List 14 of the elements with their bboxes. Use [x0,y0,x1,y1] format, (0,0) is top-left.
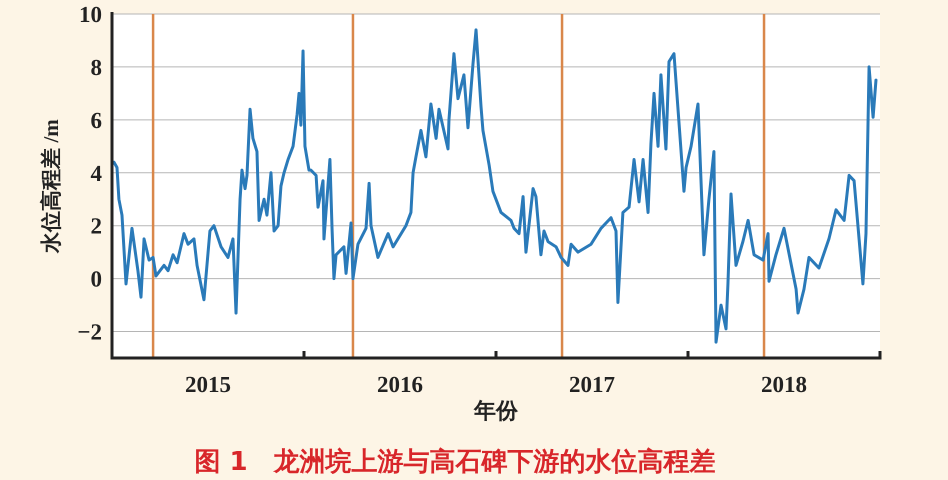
x-tick-label: 2018 [761,372,807,397]
y-tick-label: 4 [90,160,102,186]
x-tick-label: 2015 [185,372,231,397]
x-tick-label: 2017 [569,372,615,397]
y-tick-label: 10 [79,2,102,27]
y-tick-label: 8 [90,54,102,80]
y-axis-title: 水位高程差 /m [39,118,63,254]
x-axis-title: 年份 [473,398,519,423]
y-tick-label: 0 [90,266,102,292]
x-tick-label: 2016 [377,372,423,397]
text: 图 1 龙洲垸上游与高石碑下游的水位高程差 [194,447,716,477]
y-tick-label: 6 [90,108,102,133]
y-tick-label: −2 [77,320,102,345]
y-tick-label: 2 [90,214,102,239]
